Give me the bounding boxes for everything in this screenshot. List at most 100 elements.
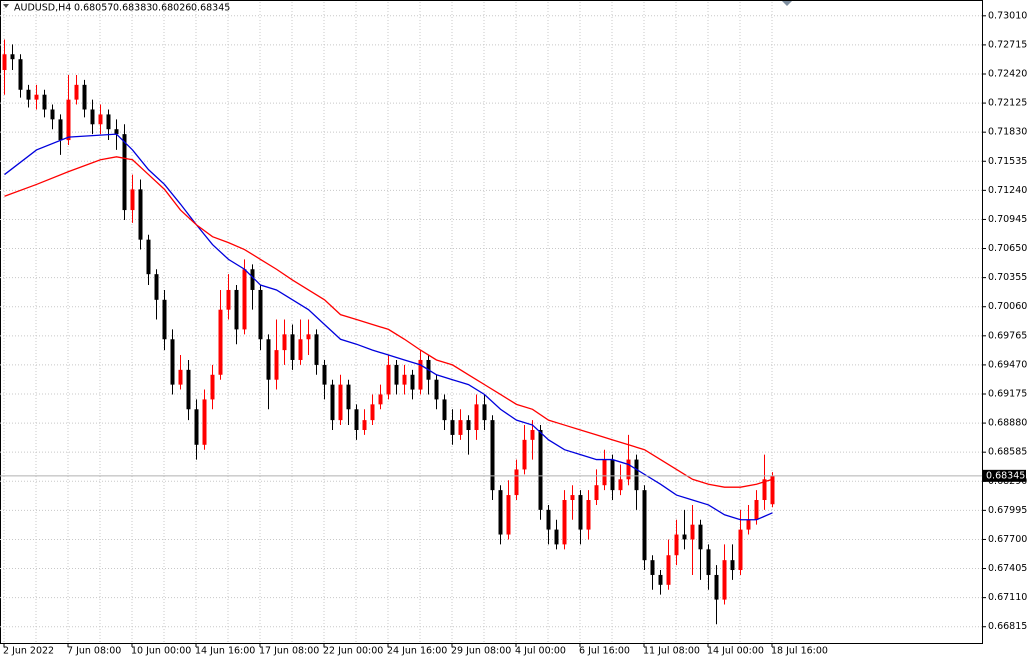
candle-body xyxy=(50,109,55,120)
candle-body xyxy=(682,534,687,540)
candle-body xyxy=(666,555,671,585)
candle-body xyxy=(442,399,447,421)
candle-body xyxy=(634,459,639,491)
y-tick-label: 0.70650 xyxy=(988,243,1027,254)
candle-body xyxy=(610,459,615,491)
moving-average xyxy=(4,133,773,521)
y-tick-label: 0.72715 xyxy=(988,39,1027,50)
candle-body xyxy=(642,490,647,561)
candle-body xyxy=(386,364,391,395)
y-tick-label: 0.69470 xyxy=(988,359,1027,370)
shift-marker xyxy=(782,1,792,6)
candle-body xyxy=(346,384,351,410)
candle-body xyxy=(82,84,87,110)
candle-body xyxy=(266,339,271,380)
candle-body xyxy=(618,479,623,491)
candle-body xyxy=(498,490,503,535)
y-tick-label: 0.71240 xyxy=(988,185,1027,196)
y-tick-label: 0.69765 xyxy=(988,330,1027,341)
candle-body xyxy=(226,289,231,310)
candle-body xyxy=(10,54,15,60)
header-close: 0.68345 xyxy=(191,3,230,14)
x-tick-label: 18 Jul 16:00 xyxy=(771,646,828,657)
x-tick-label: 29 Jun 08:00 xyxy=(451,646,511,657)
candle-body xyxy=(690,524,695,540)
y-tick-label: 0.70355 xyxy=(988,272,1027,283)
candle-body xyxy=(626,459,631,480)
x-tick-label: 7 Jun 08:00 xyxy=(67,646,121,657)
candle-body xyxy=(250,269,255,290)
candle-body xyxy=(506,495,511,535)
chart-title: AUDUSD,H4 xyxy=(14,3,71,14)
x-tick-label: 14 Jun 16:00 xyxy=(195,646,255,657)
y-tick-label: 0.72420 xyxy=(988,68,1027,79)
x-tick-label: 10 Jun 00:00 xyxy=(131,646,191,657)
header-low: 0.68026 xyxy=(152,3,191,14)
candle-body xyxy=(258,289,263,340)
candle-body xyxy=(138,189,143,240)
candle-body xyxy=(402,374,407,385)
candle-body xyxy=(434,379,439,400)
candle-body xyxy=(490,420,495,491)
candle-body xyxy=(330,384,335,421)
candle-body xyxy=(578,495,583,530)
x-tick-label: 24 Jun 16:00 xyxy=(387,646,447,657)
candle-body xyxy=(410,374,415,390)
candle-body xyxy=(194,409,199,445)
candle-body xyxy=(530,429,535,440)
candle-body xyxy=(282,334,287,351)
candle-body xyxy=(162,299,167,340)
y-tick-label: 0.67995 xyxy=(988,505,1027,516)
y-tick-label: 0.70945 xyxy=(988,214,1027,225)
candle-body xyxy=(586,500,591,530)
candle-body xyxy=(298,339,303,360)
labels: AUDUSD,H4 0.68057 0.68383 0.68026 0.6834… xyxy=(3,3,1027,657)
candle-body xyxy=(706,549,711,575)
last-price-box xyxy=(983,469,1026,482)
candle-body xyxy=(458,420,463,435)
candle-body xyxy=(482,404,487,421)
plot-frame xyxy=(0,0,983,644)
y-tick-label: 0.66815 xyxy=(988,621,1027,632)
candle-body xyxy=(546,509,551,530)
y-tick-label: 0.71535 xyxy=(988,156,1027,167)
x-tick-label: 6 Jul 16:00 xyxy=(579,646,630,657)
candle-body xyxy=(594,485,599,501)
candle-body xyxy=(722,560,727,600)
candle-body xyxy=(650,560,655,575)
candle-body xyxy=(98,114,103,125)
candle-body xyxy=(570,495,575,501)
candle-body xyxy=(746,519,751,530)
candle-body xyxy=(2,54,7,71)
x-tick-label: 11 Jul 08:00 xyxy=(643,646,700,657)
candle-body xyxy=(370,404,375,421)
candle-body xyxy=(362,420,367,430)
y-tick-label: 0.70060 xyxy=(988,301,1027,312)
candle-body xyxy=(218,309,223,375)
candle-body xyxy=(474,404,479,430)
candle-body xyxy=(130,189,135,211)
candle-body xyxy=(658,574,663,585)
candle-body xyxy=(122,134,127,211)
candle-body xyxy=(522,439,527,470)
candle-body xyxy=(538,429,543,510)
candle-body xyxy=(178,369,183,385)
candle-body xyxy=(674,534,679,556)
x-tick-label: 14 Jul 00:00 xyxy=(707,646,764,657)
candle-body xyxy=(602,459,607,486)
candle-body xyxy=(754,500,759,520)
candle-body xyxy=(322,364,327,385)
y-tick-label: 0.72125 xyxy=(988,98,1027,109)
last-price-label: 0.68345 xyxy=(986,470,1025,481)
x-tick-label: 4 Jul 00:00 xyxy=(515,646,566,657)
candle-body xyxy=(466,420,471,430)
candle-body xyxy=(338,384,343,421)
candle-body xyxy=(66,99,71,141)
candle-body xyxy=(562,500,567,545)
y-tick-label: 0.69175 xyxy=(988,388,1027,399)
y-tick-label: 0.71830 xyxy=(988,127,1027,138)
candle-body xyxy=(698,524,703,550)
candle-body xyxy=(242,269,247,330)
candle-body xyxy=(34,94,39,100)
